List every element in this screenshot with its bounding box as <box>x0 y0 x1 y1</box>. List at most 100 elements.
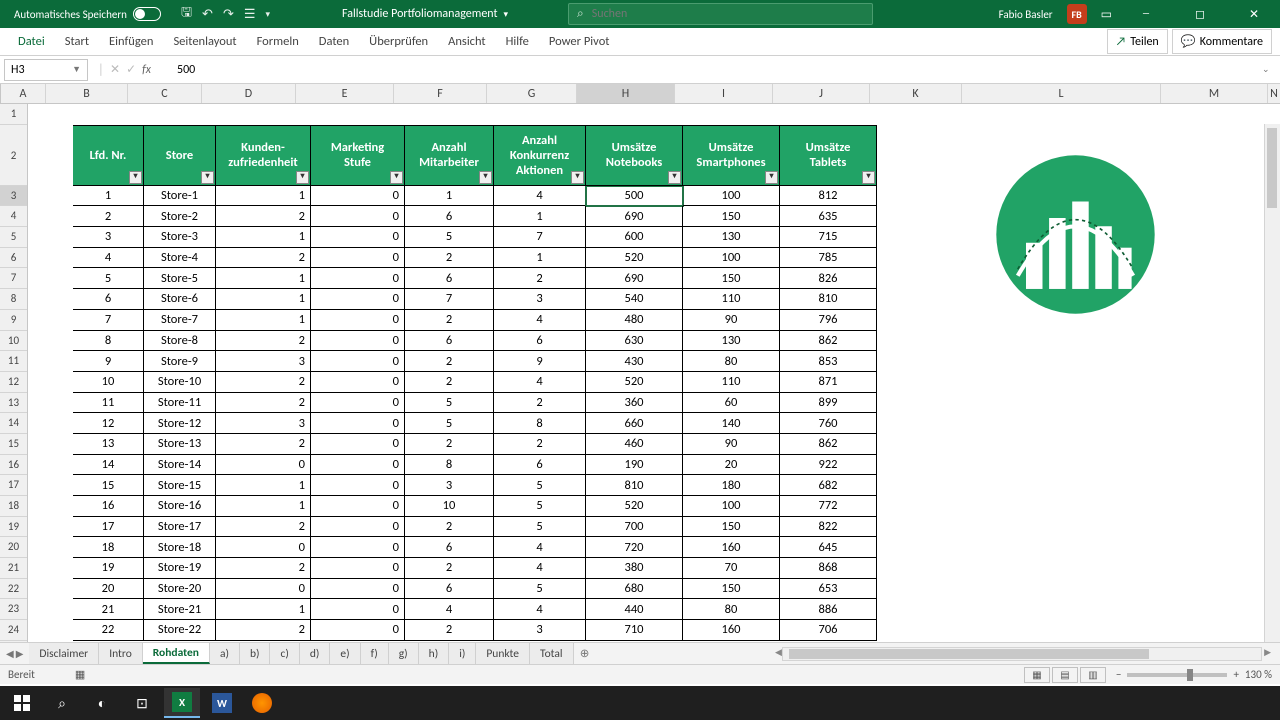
table-cell[interactable]: 922 <box>780 455 877 476</box>
table-cell[interactable]: 886 <box>780 599 877 620</box>
table-cell[interactable]: 822 <box>780 517 877 538</box>
filter-icon[interactable]: ▾ <box>479 171 492 184</box>
table-cell[interactable]: 100 <box>683 496 780 517</box>
close-button[interactable]: ✕ <box>1234 7 1274 22</box>
table-cell[interactable]: 0 <box>311 434 405 455</box>
table-cell[interactable]: 796 <box>780 310 877 331</box>
table-cell[interactable]: 4 <box>405 599 494 620</box>
toggle-switch[interactable] <box>133 7 161 21</box>
table-cell[interactable]: 1 <box>494 248 586 269</box>
table-cell[interactable]: 22 <box>73 620 144 641</box>
table-cell[interactable]: 2 <box>405 372 494 393</box>
table-cell[interactable]: 6 <box>405 537 494 558</box>
table-cell[interactable]: 2 <box>405 310 494 331</box>
table-cell[interactable]: 0 <box>311 372 405 393</box>
table-cell[interactable]: 1 <box>216 186 311 207</box>
table-cell[interactable]: 16 <box>73 496 144 517</box>
table-cell[interactable]: 862 <box>780 331 877 352</box>
table-cell[interactable]: 8 <box>73 331 144 352</box>
column-header-C[interactable]: C <box>128 84 202 103</box>
table-cell[interactable]: 90 <box>683 310 780 331</box>
table-cell[interactable]: 1 <box>494 206 586 227</box>
table-cell[interactable]: 0 <box>311 558 405 579</box>
excel-taskbar-icon[interactable]: X <box>164 688 200 718</box>
column-header-D[interactable]: D <box>202 84 296 103</box>
table-cell[interactable]: Store-18 <box>144 537 216 558</box>
table-cell[interactable]: 0 <box>311 620 405 641</box>
table-cell[interactable]: Store-15 <box>144 475 216 496</box>
table-header-1[interactable]: Store▾ <box>144 125 216 186</box>
row-header-16[interactable]: 16 <box>0 455 27 476</box>
table-cell[interactable]: 826 <box>780 268 877 289</box>
table-cell[interactable]: 0 <box>216 537 311 558</box>
table-cell[interactable]: 180 <box>683 475 780 496</box>
table-cell[interactable]: 772 <box>780 496 877 517</box>
table-cell[interactable]: 5 <box>494 517 586 538</box>
table-cell[interactable]: 5 <box>494 579 586 600</box>
filter-icon[interactable]: ▾ <box>862 171 875 184</box>
name-box[interactable]: H3 ▼ <box>4 59 88 81</box>
table-cell[interactable]: 853 <box>780 351 877 372</box>
table-cell[interactable]: 4 <box>494 186 586 207</box>
ribbon-tab-start[interactable]: Start <box>55 28 99 55</box>
table-cell[interactable]: Store-21 <box>144 599 216 620</box>
table-cell[interactable]: 520 <box>586 372 683 393</box>
document-title[interactable]: Fallstudie Portfoliomanagement ▾ <box>342 7 508 21</box>
table-cell[interactable]: 862 <box>780 434 877 455</box>
row-header-19[interactable]: 19 <box>0 517 27 538</box>
table-cell[interactable]: 4 <box>494 310 586 331</box>
table-cell[interactable]: 785 <box>780 248 877 269</box>
ribbon-tab-hilfe[interactable]: Hilfe <box>496 28 539 55</box>
firefox-taskbar-icon[interactable] <box>244 688 280 718</box>
table-cell[interactable]: 0 <box>311 475 405 496</box>
table-cell[interactable]: 70 <box>683 558 780 579</box>
sheet-tab-total[interactable]: Total <box>530 643 574 664</box>
cortana-icon[interactable]: ◐ <box>84 688 120 718</box>
search-input[interactable] <box>592 7 864 21</box>
table-cell[interactable]: 6 <box>494 331 586 352</box>
table-cell[interactable]: Store-5 <box>144 268 216 289</box>
table-cell[interactable]: 1 <box>73 186 144 207</box>
table-header-4[interactable]: AnzahlMitarbeiter▾ <box>405 125 494 186</box>
table-cell[interactable]: 7 <box>73 310 144 331</box>
table-cell[interactable]: 6 <box>73 289 144 310</box>
table-cell[interactable]: 6 <box>405 579 494 600</box>
table-header-2[interactable]: Kunden-zufriedenheit▾ <box>216 125 311 186</box>
sheet-body[interactable]: Lfd. Nr.▾Store▾Kunden-zufriedenheit▾Mark… <box>28 104 1280 642</box>
row-header-8[interactable]: 8 <box>0 289 27 310</box>
sheet-nav[interactable]: ◀▶ <box>0 647 29 660</box>
search-taskbar-icon[interactable]: ⌕ <box>44 688 80 718</box>
table-cell[interactable]: 5 <box>405 393 494 414</box>
sheet-tab-d)[interactable]: d) <box>300 643 331 664</box>
table-cell[interactable]: 21 <box>73 599 144 620</box>
table-cell[interactable]: 2 <box>216 558 311 579</box>
table-cell[interactable]: 0 <box>216 455 311 476</box>
table-cell[interactable]: 440 <box>586 599 683 620</box>
row-header-9[interactable]: 9 <box>0 310 27 331</box>
table-cell[interactable]: 80 <box>683 599 780 620</box>
sheet-tab-a)[interactable]: a) <box>210 643 240 664</box>
save-icon[interactable]: 🖫 <box>181 3 192 25</box>
namebox-dropdown-icon[interactable]: ▼ <box>72 64 81 75</box>
table-cell[interactable]: 0 <box>311 579 405 600</box>
filter-icon[interactable]: ▾ <box>765 171 778 184</box>
table-cell[interactable]: 1 <box>216 475 311 496</box>
table-cell[interactable]: 1 <box>216 227 311 248</box>
table-cell[interactable]: 645 <box>780 537 877 558</box>
table-cell[interactable]: 0 <box>311 206 405 227</box>
table-cell[interactable]: 0 <box>311 351 405 372</box>
table-cell[interactable]: 20 <box>73 579 144 600</box>
zoom-out-button[interactable]: − <box>1116 668 1121 681</box>
table-cell[interactable]: Store-16 <box>144 496 216 517</box>
table-cell[interactable]: 14 <box>73 455 144 476</box>
table-cell[interactable]: 0 <box>311 248 405 269</box>
table-cell[interactable]: 0 <box>311 455 405 476</box>
table-cell[interactable]: Store-10 <box>144 372 216 393</box>
select-all-corner[interactable] <box>0 84 1 104</box>
table-cell[interactable]: 760 <box>780 413 877 434</box>
ribbon-tab-überprüfen[interactable]: Überprüfen <box>359 28 438 55</box>
table-header-7[interactable]: UmsätzeSmartphones▾ <box>683 125 780 186</box>
table-cell[interactable]: 871 <box>780 372 877 393</box>
table-cell[interactable]: 1 <box>216 310 311 331</box>
table-cell[interactable]: 5 <box>405 227 494 248</box>
